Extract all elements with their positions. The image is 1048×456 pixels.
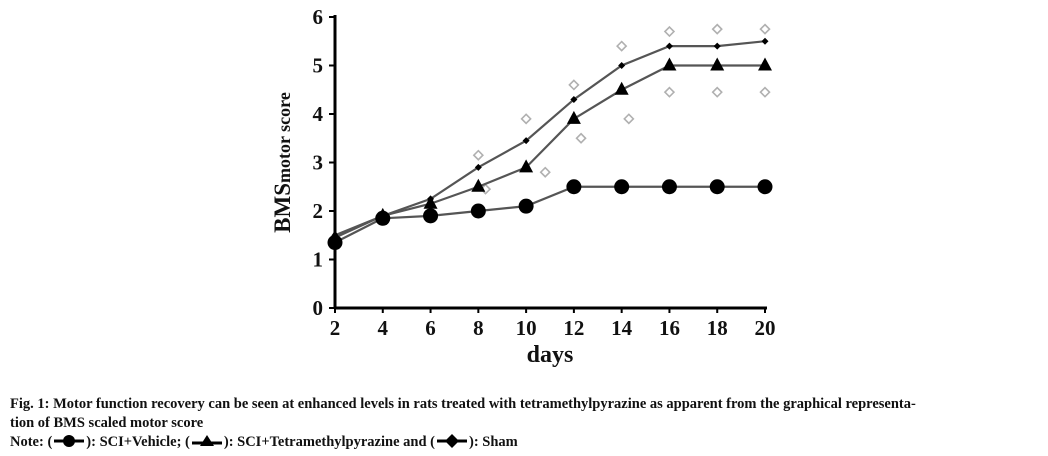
x-axis-label: days: [527, 342, 574, 368]
scatter-points: [472, 23, 771, 195]
marker-circle: [518, 198, 534, 214]
marker-circle: [566, 179, 582, 195]
x-tick-label: 12: [563, 316, 584, 340]
marker-diamond: [618, 62, 626, 69]
x-tick-label: 18: [707, 316, 728, 340]
caption-title: Fig. 1: Motor function recovery can be s…: [10, 395, 1040, 433]
marker-diamond: [379, 212, 387, 220]
y-tick-label: 6: [313, 5, 324, 29]
x-tick-label: 6: [425, 316, 436, 340]
scatter-diamond: [711, 23, 723, 35]
legend-triangle-symbol: [191, 435, 222, 446]
series-line-diamond: [334, 40, 766, 237]
x-tick-label: 8: [473, 316, 484, 340]
marker-diamond: [665, 42, 673, 50]
marker-triangle: [662, 57, 677, 71]
marker-circle: [709, 179, 725, 195]
scatter-diamond: [616, 40, 628, 52]
caption-title-line-2: tion of BMS scaled motor score: [10, 415, 204, 431]
y-tick-label: 1: [313, 248, 324, 272]
caption-note: Note: ( ): SCI+Vehicle; ( ): SCI+Tetrameth…: [10, 433, 1040, 452]
series-lines: [334, 40, 766, 244]
scatter-diamond: [663, 25, 676, 38]
series-line-circle: [334, 185, 765, 244]
marker-diamond: [474, 163, 482, 171]
scatter-diamond: [759, 23, 771, 35]
scatter-diamond: [520, 113, 532, 125]
figure-caption: Fig. 1: Motor function recovery can be s…: [10, 395, 1040, 452]
x-tick-label: 20: [755, 316, 776, 340]
scatter-diamond: [663, 86, 676, 98]
marker-diamond: [570, 95, 578, 103]
marker-diamond: [331, 231, 339, 239]
marker-diamond: [761, 37, 769, 45]
scatter-diamond: [575, 132, 587, 144]
marker-triangle: [519, 159, 534, 173]
marker-diamond: [427, 195, 435, 203]
scatter-diamond: [623, 113, 635, 125]
marker-diamond: [713, 42, 721, 50]
marker-circle: [614, 179, 630, 195]
marker-diamond: [522, 137, 530, 145]
chart-axes: [333, 15, 767, 310]
y-tick-label: 2: [313, 199, 324, 223]
marker-triangle: [710, 57, 725, 71]
series-markers: [327, 37, 773, 251]
series-line-triangle: [334, 64, 765, 239]
caption-title-line-1: Fig. 1: Motor function recovery can be s…: [10, 396, 916, 412]
marker-triangle: [758, 57, 772, 71]
marker-triangle: [566, 110, 581, 124]
legend-circle-symbol: [54, 435, 85, 447]
y-tick-label: 5: [313, 54, 324, 78]
scatter-diamond: [539, 166, 551, 178]
y-axis-label-sub: motor score: [274, 92, 294, 183]
y-tick-label: 4: [313, 102, 324, 126]
legend-sci-tmp: ): SCI+Tetramethylpyrazine and (: [223, 434, 435, 450]
marker-circle: [757, 179, 773, 195]
note-prefix: Note: (: [10, 434, 53, 450]
scatter-diamond: [759, 86, 771, 98]
x-tick-label: 14: [611, 316, 633, 340]
marker-circle: [423, 208, 439, 224]
y-axis-label: BMSmotor score: [270, 92, 295, 233]
x-tick-label: 16: [659, 316, 680, 340]
scatter-diamond: [568, 79, 580, 91]
x-tick-label: 2: [330, 316, 341, 340]
marker-triangle: [471, 178, 486, 192]
marker-triangle: [614, 81, 629, 95]
y-axis-label-main: BMS: [270, 183, 295, 233]
legend-sci-vehicle: ): SCI+Vehicle; (: [86, 434, 190, 450]
scatter-diamond: [711, 86, 723, 98]
legend-diamond-symbol: [436, 434, 467, 448]
marker-circle: [661, 179, 677, 195]
x-tick-label: 10: [516, 316, 537, 340]
legend-sham: ): Sham: [468, 434, 518, 450]
y-tick-label: 0: [313, 296, 324, 320]
marker-circle: [470, 203, 486, 219]
scatter-diamond: [472, 149, 484, 161]
x-tick-label: 4: [378, 316, 389, 340]
y-tick-label: 3: [313, 151, 324, 175]
